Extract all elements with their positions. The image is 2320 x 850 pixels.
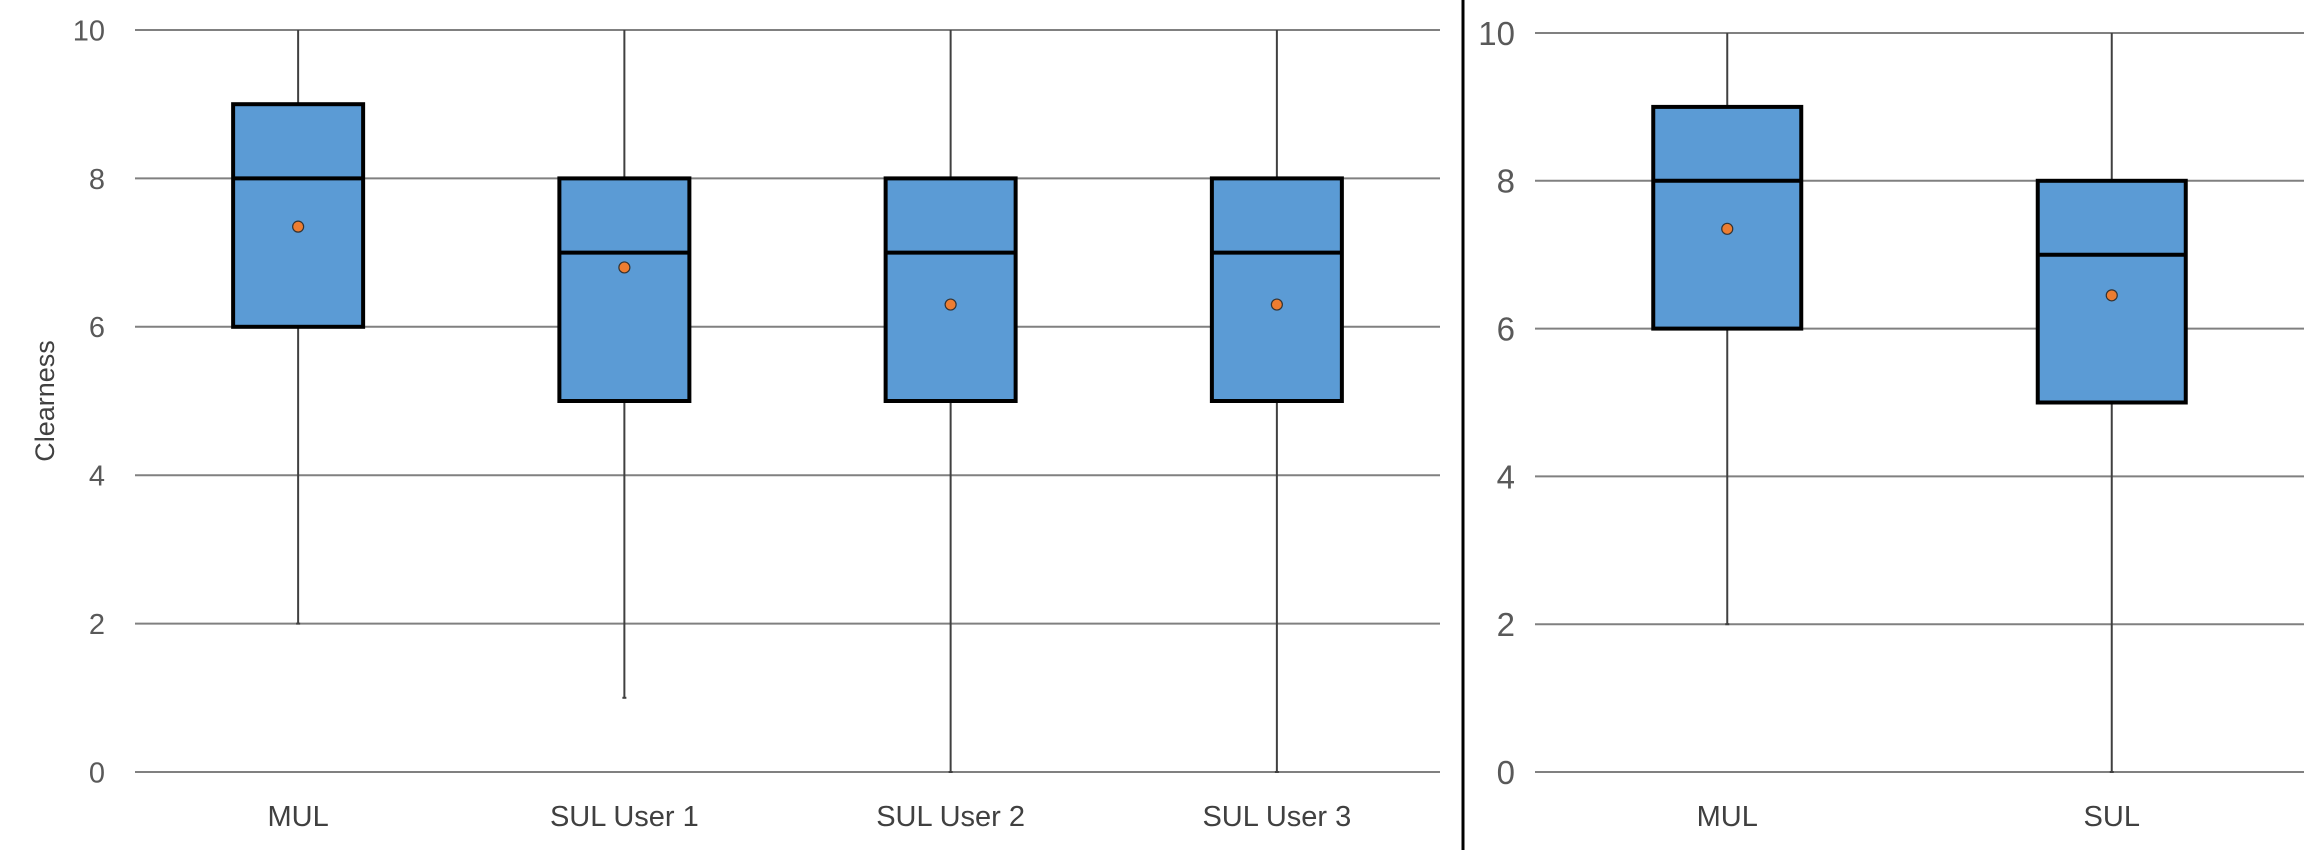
mean-marker bbox=[2105, 289, 2118, 302]
mean-marker bbox=[292, 220, 305, 233]
x-category-label: SUL User 2 bbox=[876, 801, 1025, 833]
y-tick-label: 6 bbox=[89, 312, 105, 344]
box-1: MUL bbox=[231, 30, 366, 833]
mean-marker bbox=[618, 261, 631, 274]
x-category-label: SUL User 1 bbox=[550, 801, 699, 833]
box-1: MUL bbox=[1651, 33, 1804, 833]
x-category-label: SUL bbox=[2084, 801, 2140, 833]
box-body bbox=[231, 102, 366, 329]
y-tick-label: 8 bbox=[1497, 163, 1515, 200]
mean-marker bbox=[1721, 222, 1734, 235]
box-body bbox=[1651, 104, 1804, 331]
x-category-label: MUL bbox=[1697, 801, 1758, 833]
box-2: SUL bbox=[2035, 33, 2188, 833]
y-tick-label: 2 bbox=[89, 609, 105, 641]
y-axis-label: Clearness bbox=[30, 340, 60, 462]
y-tick-label: 4 bbox=[1497, 458, 1515, 495]
y-tick-label: 4 bbox=[89, 461, 105, 493]
box-body bbox=[557, 176, 692, 403]
y-tick-label: 8 bbox=[89, 164, 105, 196]
chart-2: 0 2 4 6 8 10 MUL SUL bbox=[1478, 15, 2304, 833]
y-tick-label: 6 bbox=[1497, 310, 1515, 347]
y-tick-label: 0 bbox=[1497, 754, 1515, 791]
x-category-label: SUL User 3 bbox=[1202, 801, 1351, 833]
y-tick-label: 10 bbox=[73, 15, 105, 47]
box-body bbox=[883, 176, 1018, 403]
box-2: SUL User 1 bbox=[550, 30, 699, 833]
box-3: SUL User 2 bbox=[876, 30, 1025, 833]
y-tick-label: 0 bbox=[89, 757, 105, 789]
box-4: SUL User 3 bbox=[1202, 30, 1351, 833]
y-tick-label: 10 bbox=[1478, 15, 1515, 52]
y-tick-label: 2 bbox=[1497, 606, 1515, 643]
mean-marker bbox=[944, 298, 957, 311]
x-category-label: MUL bbox=[268, 801, 329, 833]
box-body bbox=[1209, 176, 1344, 403]
mean-marker bbox=[1270, 298, 1283, 311]
chart-1: 0 2 4 6 8 10 Clearness MUL SUL User 1 SUL User 2 S… bbox=[30, 15, 1440, 833]
